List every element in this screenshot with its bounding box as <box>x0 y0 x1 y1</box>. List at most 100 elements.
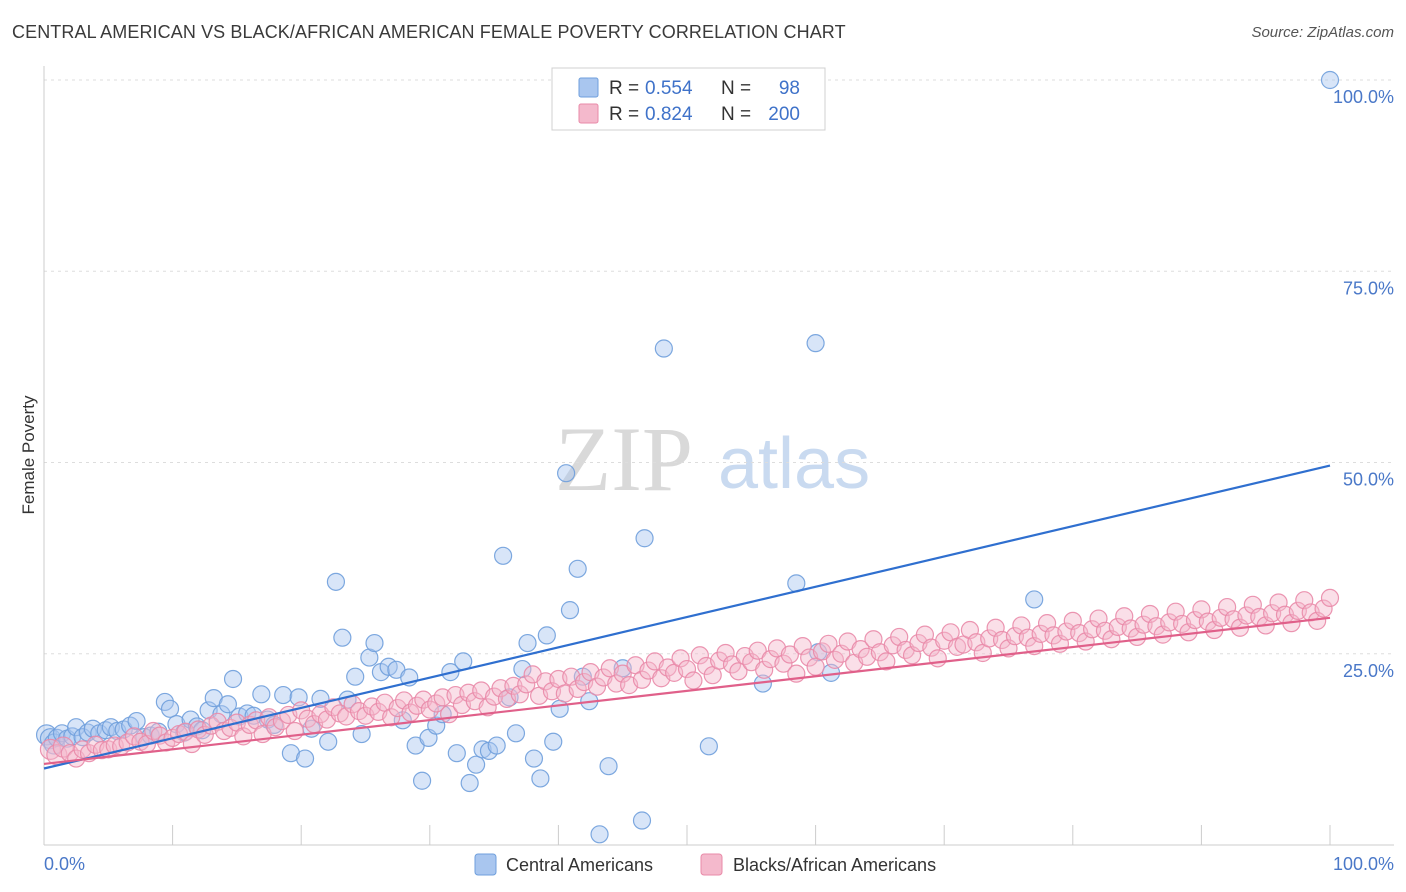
central-americans-point <box>568 559 587 578</box>
y-tick-label-50: 50.0% <box>1343 470 1394 490</box>
central-americans-point <box>352 724 371 744</box>
axes <box>43 66 1394 846</box>
central-americans-point <box>531 769 550 788</box>
y-tick-label-100: 100.0% <box>1333 87 1394 107</box>
central-americans-point <box>560 601 580 620</box>
blacks-african-americans-point <box>722 655 742 674</box>
blacks-african-americans-point <box>716 643 735 663</box>
blacks-african-americans-point <box>144 721 163 741</box>
central-americans-trend-line <box>43 464 1331 770</box>
central-americans-point <box>252 685 271 704</box>
blacks-african-americans-point <box>877 652 896 671</box>
blacks-african-americans-point <box>748 641 767 660</box>
central-americans-point <box>281 744 301 763</box>
central-americans-point <box>506 724 526 743</box>
blacks-african-americans-point <box>690 646 709 665</box>
blacks-african-americans-point <box>928 649 947 668</box>
blacks-african-americans-point <box>729 662 748 681</box>
blacks-african-americans-point <box>780 645 799 664</box>
central-americans-point <box>557 464 576 483</box>
legend-r-label-0: R = <box>609 78 639 99</box>
central-americans-point <box>466 755 486 774</box>
correlation-legend: R = 0.554 N = 98 R = 0.824 N = 200 <box>551 67 826 131</box>
series-legend-label-0: Central Americans <box>506 855 653 875</box>
blacks-african-americans-point <box>684 671 703 690</box>
legend-swatch-blue <box>578 77 599 98</box>
watermark-atlas: atlas <box>718 424 870 504</box>
central-americans-point <box>333 628 352 647</box>
series-legend-swatch-blue <box>474 853 497 876</box>
central-americans-point <box>699 737 718 756</box>
central-americans-point <box>274 685 293 705</box>
central-americans-point <box>447 744 466 763</box>
x-tick-label-min: 0.0% <box>44 854 85 874</box>
central-americans-point <box>326 572 346 591</box>
blacks-african-americans-point <box>568 679 587 699</box>
blacks-african-americans-point <box>671 649 690 668</box>
blacks-african-americans-point <box>632 670 652 689</box>
blacks-african-americans-point <box>517 675 536 694</box>
central-americans-point <box>537 626 556 645</box>
blacks-african-americans-trend-line <box>43 616 1331 766</box>
grid <box>44 79 1394 655</box>
central-americans-point <box>218 695 237 714</box>
central-americans-point <box>550 699 569 718</box>
y-axis-label: Female Poverty <box>19 395 38 515</box>
blacks-african-americans-point <box>806 657 825 676</box>
central-americans-point <box>427 716 446 735</box>
blacks-african-americans-point <box>793 636 812 656</box>
watermark: ZIP atlas <box>555 408 870 510</box>
central-americans-point <box>346 667 365 686</box>
central-americans-point <box>295 749 315 768</box>
blacks-african-americans-point <box>613 664 632 683</box>
series-legend: Central Americans Blacks/African America… <box>474 853 936 876</box>
central-americans-point <box>494 546 513 565</box>
blacks-african-americans-point <box>774 654 793 673</box>
blacks-african-americans-point <box>587 677 607 696</box>
central-americans-point <box>319 732 338 751</box>
legend-n-label-0: N = <box>721 78 751 99</box>
x-tick-labels: 0.0% 100.0% <box>44 854 1394 874</box>
blacks-african-americans-point <box>1320 588 1340 608</box>
y-tick-label-75: 75.0% <box>1343 278 1394 298</box>
legend-n-label-1: N = <box>721 104 751 125</box>
blacks-african-americans-point <box>510 685 529 704</box>
central-americans-point <box>524 749 544 768</box>
chart-title: CENTRAL AMERICAN VS BLACK/AFRICAN AMERIC… <box>12 22 846 42</box>
series-legend-swatch-pink <box>700 853 723 876</box>
legend-r-value-1: 0.824 <box>645 104 693 125</box>
y-tick-label-25: 25.0% <box>1343 661 1394 681</box>
blacks-african-americans-points <box>39 588 1340 768</box>
central-americans-point <box>460 773 479 793</box>
central-americans-point <box>412 771 432 790</box>
central-americans-point <box>635 529 654 548</box>
central-americans-point <box>160 699 180 718</box>
central-americans-point <box>1320 70 1340 90</box>
watermark-zip: ZIP <box>555 408 693 510</box>
blacks-african-americans-point <box>755 660 774 679</box>
source-label: Source: ZipAtlas.com <box>1251 24 1394 41</box>
blacks-african-americans-point <box>478 698 497 717</box>
legend-n-value-0: 98 <box>779 78 800 99</box>
legend-r-value-0: 0.554 <box>645 78 693 99</box>
central-americans-point <box>1025 590 1044 609</box>
legend-n-value-1: 200 <box>768 104 800 125</box>
series-legend-label-1: Blacks/African Americans <box>733 855 936 875</box>
central-americans-point <box>365 633 384 653</box>
legend-r-label-1: R = <box>609 104 639 125</box>
central-americans-point <box>473 740 492 759</box>
blacks-african-americans-point <box>819 634 838 653</box>
central-americans-point <box>544 732 563 751</box>
legend-swatch-pink <box>578 103 599 124</box>
central-americans-point <box>127 711 146 731</box>
blacks-african-americans-point <box>677 659 697 679</box>
central-americans-point <box>599 757 618 776</box>
central-americans-point <box>632 811 652 830</box>
blacks-african-americans-point <box>1314 599 1333 618</box>
blacks-african-americans-point <box>401 703 420 722</box>
trend-lines <box>43 464 1331 770</box>
central-americans-point <box>487 736 506 755</box>
central-americans-point <box>513 659 532 679</box>
central-americans-point <box>806 334 825 353</box>
